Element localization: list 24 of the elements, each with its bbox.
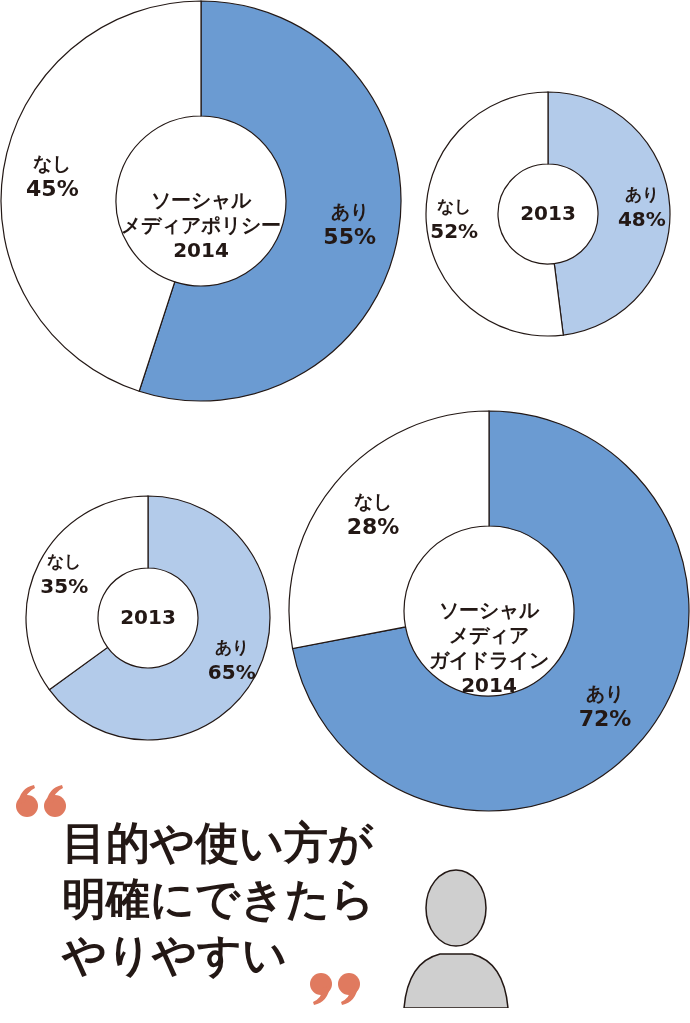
- data-label: 48%: [617, 207, 666, 232]
- data-label: 72%: [578, 705, 632, 731]
- data-label: 45%: [26, 176, 79, 202]
- data-label: 65%: [207, 659, 256, 684]
- slice-label: なし: [354, 490, 393, 513]
- text: 目的や使い方が: [62, 816, 375, 870]
- slice-label: なし: [437, 195, 472, 216]
- donut-slice: [291, 410, 690, 812]
- data-label: 35%: [40, 574, 89, 599]
- slice-label: あり: [624, 184, 659, 205]
- text: ソーシャルメディアポリシー2014: [121, 188, 281, 262]
- data-label: 28%: [346, 514, 400, 540]
- text: 明確にできたら: [62, 872, 375, 926]
- slice-label: あり: [330, 199, 369, 222]
- slice-label: なし: [47, 551, 82, 572]
- text: やりやすい: [62, 928, 288, 982]
- data-label: 52%: [430, 218, 479, 243]
- text: 2013: [520, 201, 576, 225]
- slice-label: あり: [585, 681, 624, 704]
- slice-label: あり: [214, 636, 249, 657]
- text: 2013: [120, 605, 176, 629]
- text: ソーシャルメディアガイドライン2014: [429, 598, 549, 697]
- data-label: 55%: [323, 223, 376, 249]
- slice-label: なし: [33, 152, 72, 175]
